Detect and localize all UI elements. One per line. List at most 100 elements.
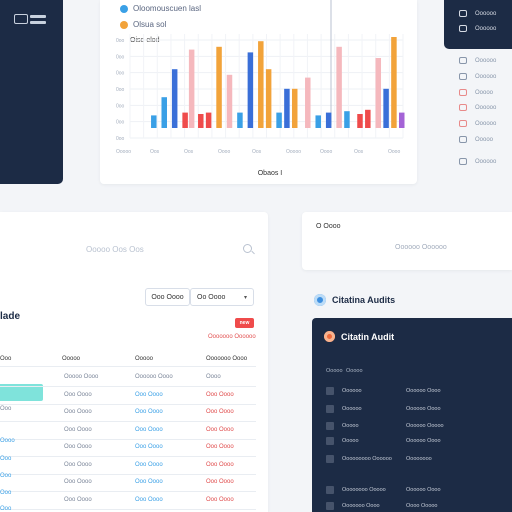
chart-bar[interactable] bbox=[357, 114, 363, 128]
menu-item[interactable]: Oooooo bbox=[459, 10, 496, 17]
checkbox[interactable] bbox=[326, 502, 334, 510]
menu-item[interactable]: Oooooo bbox=[459, 158, 496, 165]
x-tick-label: Oos bbox=[150, 149, 160, 155]
menu-item-label: Oooooo bbox=[475, 10, 497, 17]
table-cell[interactable]: Ooo Oooo bbox=[135, 409, 163, 415]
table-cell[interactable]: Ooo Oooo bbox=[135, 479, 163, 485]
chart-bar[interactable] bbox=[383, 88, 389, 128]
chart-bar[interactable] bbox=[399, 112, 405, 128]
chart-bar[interactable] bbox=[344, 111, 350, 128]
table-cell[interactable]: Oooo bbox=[206, 374, 221, 380]
chart-bar[interactable] bbox=[247, 52, 254, 128]
table-cell[interactable]: Ooo Oooo bbox=[206, 496, 234, 503]
chart-bar[interactable] bbox=[315, 115, 321, 128]
table-cell[interactable]: Ooo Oooo bbox=[64, 444, 92, 450]
table-cell[interactable]: Ooo Oooo bbox=[64, 461, 92, 468]
audit-header: Citatina Audits bbox=[314, 294, 395, 306]
table-cell[interactable]: Ooo Oooo bbox=[135, 496, 163, 503]
radio-icon bbox=[314, 294, 326, 306]
chart-bar[interactable] bbox=[365, 109, 371, 128]
menu-item[interactable]: Oooooo bbox=[459, 120, 496, 127]
audit-cell: Oooooooo Ooooo bbox=[342, 487, 386, 493]
column-header[interactable]: Ooooo bbox=[62, 356, 81, 362]
table-cell[interactable]: Ooo Oooo bbox=[64, 479, 92, 485]
search-bar[interactable]: Ooooo Oos Oos bbox=[0, 236, 260, 264]
column-header[interactable]: Ooooooo Oooo bbox=[206, 356, 248, 362]
logo-line bbox=[30, 15, 46, 18]
menu-item[interactable]: Oooooo bbox=[459, 104, 496, 111]
checkbox[interactable] bbox=[326, 387, 334, 395]
chart-bar[interactable] bbox=[305, 77, 311, 128]
audit-column-header: Ooooo bbox=[346, 368, 363, 374]
chart-bar[interactable] bbox=[226, 74, 233, 128]
table-link[interactable]: Ooooooo Oooooo bbox=[208, 334, 256, 340]
chart-bar[interactable] bbox=[391, 37, 397, 128]
table-cell[interactable]: Ooo Oooo bbox=[135, 391, 163, 398]
table-cell[interactable]: Ooo Oooo bbox=[64, 391, 92, 398]
y-tick-label: 0oo bbox=[116, 120, 125, 126]
checkbox[interactable] bbox=[326, 455, 334, 463]
table-cell[interactable]: Ooo Oooo bbox=[206, 409, 234, 415]
table-row-label[interactable]: Oooo bbox=[0, 438, 15, 444]
filter-button-a[interactable]: Ooo Oooo bbox=[145, 288, 190, 306]
chart-bar[interactable] bbox=[151, 115, 157, 128]
table-row-label[interactable]: Ooo bbox=[0, 473, 12, 479]
checkbox[interactable] bbox=[326, 437, 334, 445]
chart-bar[interactable] bbox=[265, 69, 272, 128]
chart-bar[interactable] bbox=[161, 97, 167, 128]
chart-bar[interactable] bbox=[171, 69, 178, 128]
chart-bar[interactable] bbox=[188, 49, 195, 128]
menu-item[interactable]: Oooooo bbox=[459, 57, 496, 64]
table-row-label[interactable]: Ooo bbox=[0, 456, 12, 462]
chart-bar[interactable] bbox=[284, 88, 290, 128]
table-cell[interactable]: Ooo Oooo bbox=[206, 426, 234, 433]
table-cell[interactable]: Ooo Oooo bbox=[64, 426, 92, 433]
checkbox[interactable] bbox=[326, 422, 334, 430]
table-cell[interactable]: Ooo Oooo bbox=[206, 391, 234, 398]
table-row-label[interactable]: Ooo bbox=[0, 506, 12, 512]
chart-bar[interactable] bbox=[182, 112, 188, 128]
chart-bar[interactable] bbox=[258, 41, 264, 129]
menu-item[interactable]: Oooooo bbox=[459, 25, 496, 32]
chart-bar[interactable] bbox=[291, 88, 298, 128]
audit-panel bbox=[312, 318, 512, 512]
table-cell[interactable]: Ooo Oooo bbox=[64, 409, 92, 415]
x-tick-label: Ooooo bbox=[286, 149, 301, 155]
menu-item[interactable]: Oooooo bbox=[459, 73, 496, 80]
chart-bar[interactable] bbox=[205, 112, 212, 128]
chart-caption: Obaos I bbox=[257, 170, 283, 177]
chart-bar[interactable] bbox=[276, 112, 282, 128]
menu-item[interactable]: Ooooo bbox=[459, 89, 493, 96]
column-header[interactable]: Ooo bbox=[0, 356, 12, 362]
table-cell[interactable]: Ooo Oooo bbox=[206, 444, 234, 450]
filter-dropdown-b[interactable]: Oo Oooo ▾ bbox=[190, 288, 254, 306]
menu-item[interactable]: Ooooo bbox=[459, 136, 493, 143]
table-row-divider bbox=[0, 386, 256, 387]
table-row-label[interactable]: Ooo bbox=[0, 490, 12, 496]
chart-bar[interactable] bbox=[216, 46, 222, 128]
table-cell[interactable]: Ooo Oooo bbox=[206, 479, 234, 485]
x-tick-label: Oos bbox=[252, 149, 262, 155]
search-icon[interactable] bbox=[243, 244, 252, 253]
table-cell[interactable]: Ooo Oooo bbox=[64, 496, 92, 503]
chart-bar[interactable] bbox=[237, 112, 243, 128]
table-cell[interactable]: Ooooo Oooo bbox=[64, 374, 99, 380]
chart-bar[interactable] bbox=[336, 46, 342, 128]
chart-bar[interactable] bbox=[375, 58, 382, 128]
checkbox[interactable] bbox=[326, 486, 334, 494]
table-cell[interactable]: Ooo Oooo bbox=[135, 444, 163, 450]
search-input[interactable]: Ooooo Oos Oos bbox=[86, 245, 144, 254]
x-tick-label: Oos bbox=[184, 149, 194, 155]
column-header[interactable]: Ooooo bbox=[135, 356, 154, 362]
table-row-divider bbox=[0, 421, 256, 422]
status-dot-icon bbox=[324, 331, 335, 342]
chart-bar[interactable] bbox=[325, 112, 332, 128]
table-row-label[interactable]: Ooo bbox=[0, 406, 12, 412]
menu-item-icon bbox=[459, 89, 467, 96]
checkbox[interactable] bbox=[326, 405, 334, 413]
chart-bar[interactable] bbox=[198, 114, 204, 128]
table-cell[interactable]: Oooooo Oooo bbox=[135, 374, 173, 380]
table-cell[interactable]: Ooo Oooo bbox=[135, 426, 163, 433]
table-cell[interactable]: Ooo Oooo bbox=[135, 461, 163, 468]
table-cell[interactable]: Ooo Oooo bbox=[206, 461, 234, 468]
